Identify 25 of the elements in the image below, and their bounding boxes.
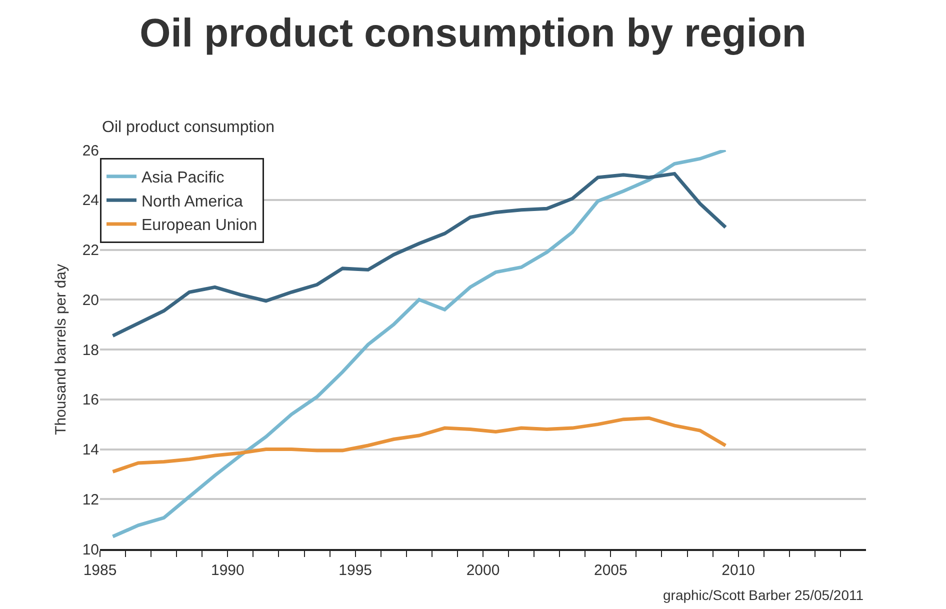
y-tick-label: 16 (82, 392, 99, 409)
y-tick-label: 18 (82, 342, 99, 359)
x-tick-label: 1990 (210, 562, 244, 579)
line-series (111, 416, 728, 474)
x-tick-label: 1995 (338, 562, 372, 579)
y-tick-label: 12 (82, 491, 99, 508)
legend-label: North America (142, 193, 243, 210)
y-tick-label: 26 (82, 142, 99, 160)
chart-title: Oil product consumption by region (140, 11, 806, 56)
text: graphic/Scott Barber 25/05/2011 (663, 587, 864, 603)
y-tick-label: 22 (82, 242, 99, 259)
y-tick-label: 14 (82, 442, 99, 458)
x-tick-label: 2005 (594, 562, 628, 579)
x-tick-label: 2000 (466, 562, 500, 579)
legend-label: European Union (142, 217, 258, 234)
y-tick-label: 10 (82, 541, 99, 558)
chart-subtitle: Oil product consumption (102, 119, 275, 136)
line-series (111, 172, 728, 338)
y-tick-label: 24 (82, 192, 99, 210)
x-tick-label: 1985 (83, 562, 117, 579)
y-tick-label: 20 (82, 292, 99, 309)
y-axis-title: Thousand barrels per day (52, 264, 70, 435)
x-tick-label: 2010 (722, 562, 756, 579)
line-series (111, 150, 728, 538)
legend-label: Asia Pacific (142, 170, 224, 187)
